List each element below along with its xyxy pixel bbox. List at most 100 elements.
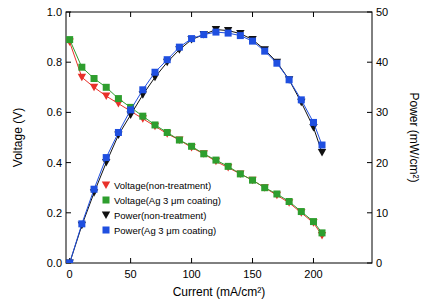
data-point bbox=[261, 48, 268, 55]
data-point bbox=[273, 60, 280, 67]
x-tick-label: 200 bbox=[304, 268, 322, 280]
data-point bbox=[188, 35, 195, 42]
legend-marker bbox=[102, 212, 110, 220]
legend: Voltage(non-treatment) Voltage(Ag 3 μm co… bbox=[102, 180, 221, 236]
data-point bbox=[286, 198, 293, 205]
legend-label: Power(Ag 3 μm coating) bbox=[114, 225, 216, 236]
data-point bbox=[200, 31, 207, 38]
data-point bbox=[225, 163, 232, 170]
data-point bbox=[200, 150, 207, 157]
x-tick-top bbox=[191, 12, 192, 17]
y-tick bbox=[66, 62, 71, 63]
y2-tick-label: 20 bbox=[376, 157, 388, 169]
data-point bbox=[102, 93, 110, 101]
y2-tick bbox=[367, 12, 372, 13]
x-tick-top bbox=[130, 12, 131, 17]
data-point bbox=[310, 218, 317, 225]
legend-label: Power(non-treatment) bbox=[114, 210, 206, 221]
y-tick-label: 0.0 bbox=[47, 257, 62, 269]
data-point bbox=[310, 119, 317, 126]
data-point bbox=[319, 142, 326, 149]
data-point bbox=[91, 75, 98, 82]
x-tick bbox=[252, 258, 253, 263]
data-point bbox=[249, 177, 256, 184]
data-point bbox=[261, 184, 268, 191]
x-tick-label: 0 bbox=[67, 268, 73, 280]
data-point bbox=[66, 260, 74, 264]
y-tick bbox=[66, 12, 71, 13]
data-point bbox=[175, 137, 183, 145]
data-point bbox=[164, 129, 171, 136]
x-tick-label: 150 bbox=[243, 268, 261, 280]
data-point bbox=[164, 56, 171, 63]
data-point bbox=[319, 229, 326, 236]
plot-frame bbox=[66, 12, 372, 263]
data-point bbox=[90, 84, 98, 92]
legend-marker bbox=[103, 197, 110, 204]
data-point bbox=[285, 76, 293, 84]
data-point bbox=[225, 30, 232, 37]
y2-tick bbox=[367, 162, 372, 163]
data-point bbox=[236, 170, 244, 178]
data-point bbox=[200, 150, 208, 158]
data-point bbox=[66, 36, 73, 43]
data-point bbox=[103, 154, 110, 161]
data-point bbox=[188, 143, 195, 150]
data-point bbox=[78, 64, 85, 71]
x-tick-label: 100 bbox=[182, 268, 200, 280]
legend-marker bbox=[102, 182, 110, 190]
legend-label: Voltage(non-treatment) bbox=[114, 180, 211, 191]
legend-label: Voltage(Ag 3 μm coating) bbox=[114, 195, 221, 206]
data-point bbox=[127, 106, 134, 113]
y2-tick-label: 50 bbox=[376, 6, 388, 18]
y2-tick-label: 40 bbox=[376, 56, 388, 68]
data-point bbox=[139, 86, 146, 93]
y-tick bbox=[66, 162, 71, 163]
data-point bbox=[212, 29, 219, 36]
data-point bbox=[115, 95, 122, 102]
data-point bbox=[151, 121, 158, 128]
y-tick-label: 0.8 bbox=[47, 56, 62, 68]
data-point bbox=[66, 260, 73, 264]
y2-axis-title: Power (mW/cm²) bbox=[407, 93, 421, 183]
data-point bbox=[261, 184, 269, 192]
y2-tick bbox=[367, 263, 372, 264]
plot-area bbox=[66, 26, 326, 263]
y2-tick-label: 10 bbox=[376, 207, 388, 219]
series-line bbox=[70, 40, 322, 233]
series-line bbox=[70, 32, 322, 263]
data-point bbox=[318, 149, 326, 157]
x-tick bbox=[313, 258, 314, 263]
x-axis-title: Current (mA/cm²) bbox=[173, 285, 266, 299]
data-point bbox=[212, 157, 219, 164]
series-line bbox=[70, 42, 322, 235]
data-point bbox=[176, 137, 183, 144]
y2-tick bbox=[367, 112, 372, 113]
chart: 0501001502000.00.20.40.60.81.00102030405… bbox=[0, 0, 422, 308]
data-point bbox=[91, 186, 98, 193]
x-tick bbox=[191, 258, 192, 263]
y2-tick bbox=[367, 62, 372, 63]
data-point bbox=[78, 74, 86, 82]
y-tick-label: 0.2 bbox=[47, 207, 62, 219]
series-line bbox=[70, 30, 322, 263]
y2-tick-label: 0 bbox=[376, 257, 382, 269]
legend-marker bbox=[103, 227, 110, 234]
x-tick bbox=[130, 258, 131, 263]
data-point bbox=[237, 32, 244, 39]
data-point bbox=[286, 76, 293, 83]
x-tick-top bbox=[69, 12, 70, 17]
x-tick-top bbox=[252, 12, 253, 17]
y-tick-label: 0.6 bbox=[47, 106, 62, 118]
data-point bbox=[249, 38, 256, 45]
y2-tick-label: 30 bbox=[376, 106, 388, 118]
y-tick-label: 0.4 bbox=[47, 157, 62, 169]
y2-tick bbox=[367, 212, 372, 213]
x-tick-label: 50 bbox=[124, 268, 136, 280]
data-point bbox=[273, 190, 280, 197]
data-point bbox=[78, 220, 85, 227]
data-point bbox=[139, 113, 146, 120]
data-point bbox=[151, 69, 158, 76]
y-axis-title: Voltage (V) bbox=[11, 108, 25, 167]
y-tick bbox=[66, 212, 71, 213]
